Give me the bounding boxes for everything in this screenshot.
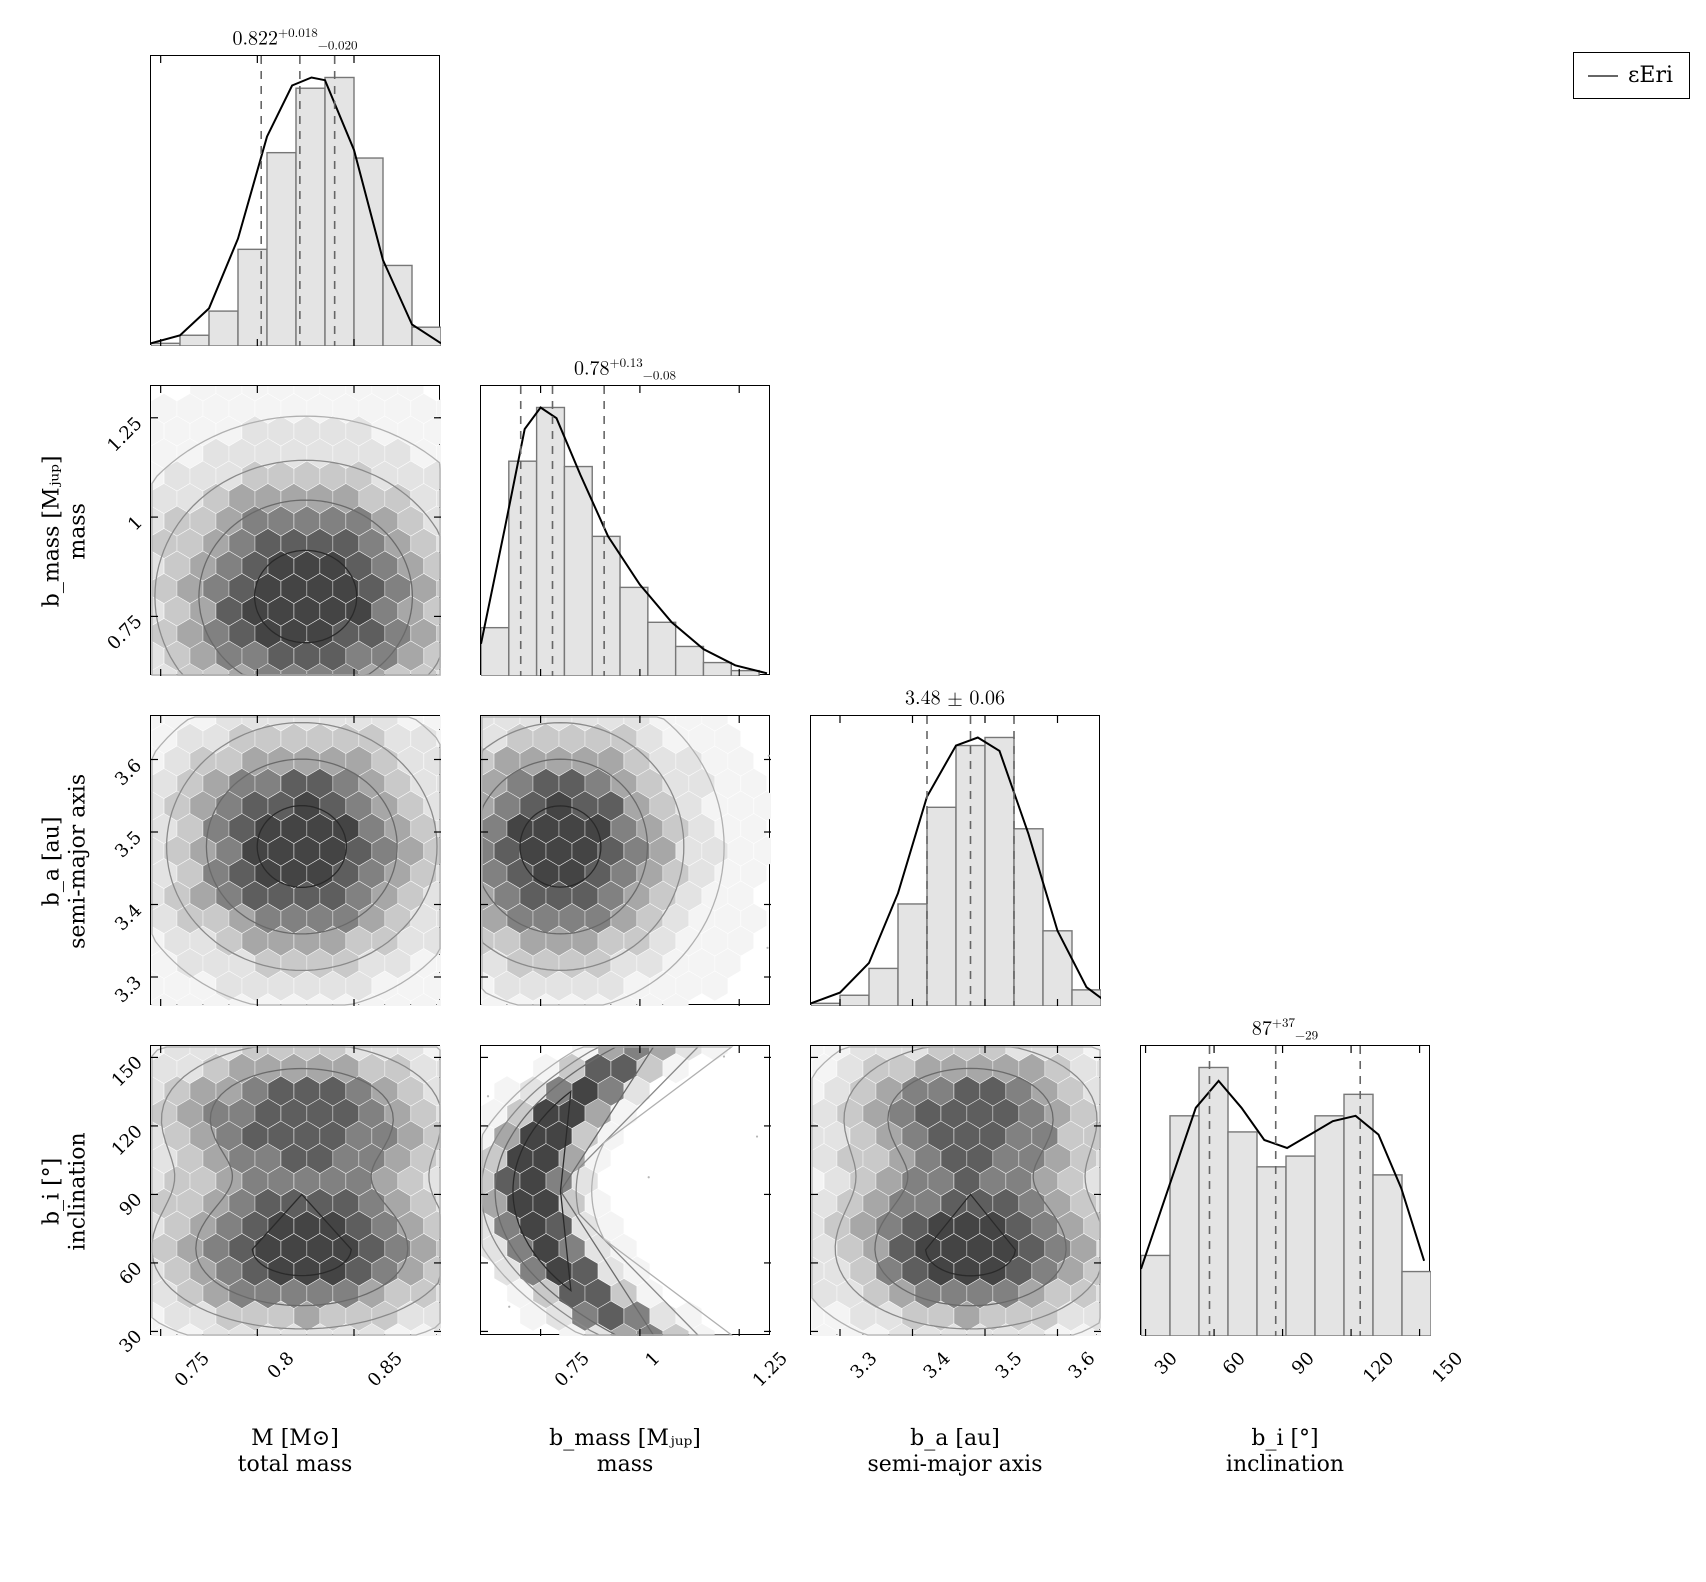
xtick-M-1: 0.8 [264,1348,299,1383]
ytick-b_mass-1: 1 [123,512,146,535]
xtick-b_mass-1: 1 [641,1348,664,1371]
joint-M-b_a: 3.33.43.53.6b_a [au]semi-major axis [150,715,440,1005]
legend: εEri [1573,52,1690,99]
legend-label: εEri [1628,63,1673,88]
ylabel-desc: mass [66,503,91,560]
joint-b_a-b_i: 3.33.43.53.6b_a [au]semi-major axis [810,1045,1100,1335]
ytick-b_i-2: 90 [115,1189,146,1220]
joint-b_mass-b_i: 0.7511.25b_mass [Mⱼᵤₚ]mass [480,1045,770,1335]
joint-M-b_mass: 0.7511.25b_mass [Mⱼᵤₚ]mass [150,385,440,675]
xtick-b_a-3: 3.6 [1064,1348,1099,1383]
corner-plot: { "figure": { "width_px": 1706, "height_… [0,0,1706,1582]
ytick-b_mass-2: 1.25 [103,413,146,456]
xtick-M-0: 0.75 [170,1348,213,1391]
xlabel-code: b_i [°] [1251,1426,1318,1451]
xlabel-desc: total mass [238,1452,353,1477]
ytick-b_i-0: 30 [115,1326,146,1357]
hist-b_i: 87+37−29306090120150b_i [°]inclination [1140,1045,1430,1335]
joint-b_mass-b_a [480,715,770,1005]
joint-M-b_i: 0.750.80.85M [M⊙]total mass306090120150b… [150,1045,440,1335]
ytick-b_a-1: 3.4 [111,900,146,935]
xlabel-code: M [M⊙] [251,1426,339,1451]
xtick-b_mass-2: 1.25 [749,1348,792,1391]
xtick-b_mass-0: 0.75 [550,1348,593,1391]
hist-b_mass: 0.78+0.13−0.08 [480,385,770,675]
ytick-b_a-3: 3.6 [111,755,146,790]
ytick-b_i-3: 120 [107,1121,146,1160]
hist-b_a: 3.48 ± 0.06 [810,715,1100,1005]
posterior-title-b_mass: 0.78+0.13−0.08 [481,356,769,385]
xtick-b_i-4: 150 [1428,1348,1467,1387]
xlabel-b_i: b_i [°]inclination [1141,1426,1429,1479]
ylabel-desc: inclination [66,1132,91,1250]
legend-line [1588,75,1618,77]
xtick-b_i-0: 30 [1150,1348,1181,1379]
xlabel-code: b_a [au] [910,1426,1000,1451]
ytick-b_a-2: 3.5 [111,827,146,862]
xtick-b_i-3: 120 [1359,1348,1398,1387]
ytick-b_a-0: 3.3 [111,972,146,1007]
ylabel-code: b_mass [Mⱼᵤₚ] [40,456,65,608]
xtick-b_a-2: 3.5 [991,1348,1026,1383]
xlabel-desc: semi-major axis [867,1452,1042,1477]
xlabel-M: M [M⊙]total mass [151,1426,439,1479]
xlabel-b_a: b_a [au]semi-major axis [811,1426,1099,1479]
posterior-title-M: 0.822+0.018−0.020 [151,26,439,55]
ylabel-code: b_a [au] [40,817,65,907]
hist-M: 0.822+0.018−0.020 [150,55,440,345]
ylabel-b_mass: b_mass [Mⱼᵤₚ]mass [40,441,93,621]
ytick-b_i-4: 150 [107,1052,146,1091]
ylabel-b_a: b_a [au]semi-major axis [40,771,93,951]
ytick-b_mass-0: 0.75 [103,611,146,654]
xtick-M-2: 0.85 [364,1348,407,1391]
posterior-title-b_i: 87+37−29 [1141,1016,1429,1045]
xlabel-desc: mass [597,1452,654,1477]
ylabel-desc: semi-major axis [66,774,91,949]
xtick-b_a-1: 3.4 [919,1348,954,1383]
xlabel-code: b_mass [Mⱼᵤₚ] [549,1426,701,1451]
ylabel-code: b_i [°] [40,1158,65,1225]
xtick-b_a-0: 3.3 [846,1348,881,1383]
ylabel-b_i: b_i [°]inclination [40,1101,93,1281]
xlabel-desc: inclination [1226,1452,1344,1477]
xtick-b_i-2: 90 [1287,1348,1318,1379]
xlabel-b_mass: b_mass [Mⱼᵤₚ]mass [481,1426,769,1479]
xtick-b_i-1: 60 [1219,1348,1250,1379]
ytick-b_i-1: 60 [115,1258,146,1289]
posterior-title-b_a: 3.48 ± 0.06 [811,686,1099,710]
